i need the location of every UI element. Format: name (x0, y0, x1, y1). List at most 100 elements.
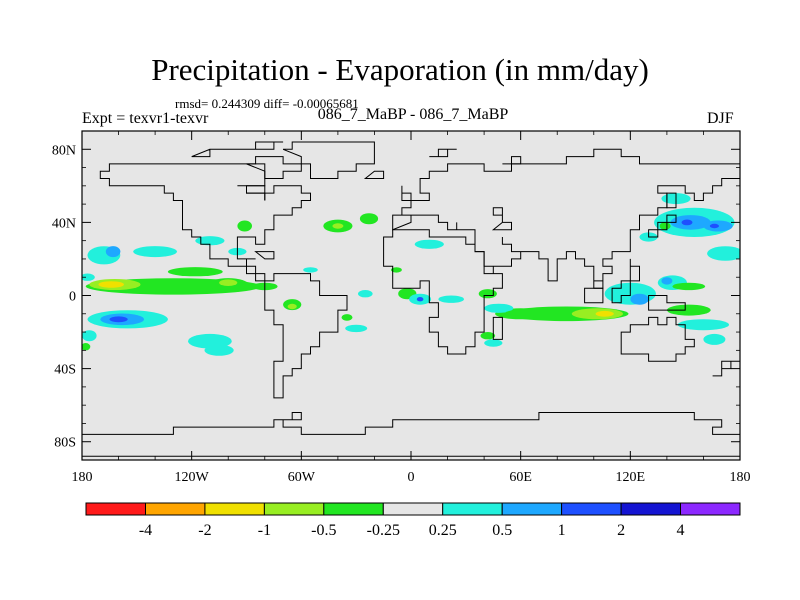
coast-novaya-zemlya (502, 156, 522, 165)
field-n-pacific-mid (133, 246, 178, 258)
coast-new-guinea (648, 295, 686, 311)
lon-tick-label: 60W (288, 470, 316, 485)
lat-tick-label: 80N (52, 143, 76, 158)
lat-tick-label: 40N (52, 216, 76, 231)
coast-svalbard (429, 148, 457, 158)
field-n-pacific-east (195, 236, 225, 246)
field-n-pacific-green (167, 267, 223, 277)
color-legend: -4 -2 -1 -0.5 -0.25 0.25 0.5 1 2 4 (85, 502, 741, 539)
lat-axis: 80N 40N 0 40S 80S (52, 143, 740, 451)
coast-cuba (254, 251, 275, 260)
legend-swatch (263, 502, 325, 516)
coast-eurasia (392, 148, 740, 289)
legend-level-label: -2 (198, 522, 211, 539)
lon-axis: 180 120W 60W 0 60E 120E 180 (72, 131, 751, 485)
field-w-pacific-tip (82, 273, 95, 281)
coast-baffin (246, 156, 302, 179)
field-japan-green (659, 222, 671, 230)
coast-arctic-islands (191, 141, 284, 158)
field-w-pacific-green2 (672, 282, 706, 291)
field-s-atlantic-cyan (345, 324, 368, 333)
field-s-pacific-green (82, 343, 91, 351)
field-w-pacific-blue (661, 277, 673, 285)
field-europe-cyan (414, 239, 444, 249)
coast-borneo (611, 280, 631, 304)
season-label: DJF (707, 110, 734, 127)
field-africa-blue (416, 297, 424, 302)
experiment-label: Expt = texvr1-texvr (82, 110, 209, 127)
legend-level-label: 0.5 (492, 522, 512, 539)
coast-new-zealand (712, 360, 740, 377)
legend-swatch (680, 502, 741, 516)
legend-level-label: -1 (258, 522, 271, 539)
legend-swatch (561, 502, 622, 516)
lon-tick-label: 60E (509, 470, 532, 485)
precip-field (82, 193, 740, 356)
legend-swatch (620, 502, 682, 516)
field-atl-green2 (359, 213, 379, 225)
field-sh-pacific-dark (109, 316, 128, 323)
field-africa-green (390, 267, 402, 273)
field-spcz-cyan (677, 319, 730, 331)
field-indian-cyan (484, 303, 514, 313)
field-sh-pacific-east2 (204, 344, 234, 356)
field-indian-yellow (595, 310, 614, 317)
field-africa-cyan2 (438, 295, 465, 303)
coast-iceland (363, 170, 385, 179)
field-namerica-green (237, 220, 252, 232)
field-nw-pacific-dark2 (709, 223, 720, 229)
coast-caspian (491, 207, 512, 231)
coast-philippines (629, 258, 640, 282)
legend-swatch (442, 502, 503, 516)
coast-australia (620, 316, 695, 362)
legend-level-label: -0.5 (311, 522, 336, 539)
field-s-indian-green (480, 332, 496, 340)
lat-tick-label: 0 (69, 290, 76, 305)
coast-antarctica (82, 412, 740, 457)
coast-madagascar (492, 316, 503, 340)
legend-level-label: 1 (558, 522, 566, 539)
legend-level-label: 0.25 (429, 522, 457, 539)
coast-uk (401, 185, 412, 201)
lat-tick-label: 40S (54, 363, 76, 378)
stats-line: rmsd= 0.244309 diff= -0.00065681 (175, 96, 359, 111)
field-n-atlantic-cyan (303, 267, 318, 273)
legend-swatch (204, 502, 265, 516)
field-seasia-blue (630, 293, 649, 305)
legend-swatch (323, 502, 384, 516)
chart-title: Precipitation - Evaporation (in mm/day) (151, 52, 649, 87)
coast-hudson-bay (237, 185, 266, 201)
lon-tick-label: 180 (72, 470, 93, 485)
field-e-pacific-nh-cyan (707, 246, 740, 261)
lon-tick-label: 120W (175, 470, 210, 485)
run-comparison: 086_7_MaBP - 086_7_MaBP (317, 106, 509, 123)
coast-sumatra (584, 287, 604, 304)
field-itcz-east-lime (219, 279, 238, 287)
field-spcz-cyan2 (703, 333, 726, 345)
legend-level-label: -4 (139, 522, 152, 539)
lon-tick-label: 120E (616, 470, 646, 485)
field-itcz-yellow (98, 281, 124, 288)
legend-swatch (85, 502, 146, 516)
legend-level-label: 4 (677, 522, 685, 539)
field-guinea-cyan (358, 290, 373, 298)
field-atl-lime (332, 223, 344, 229)
coast-north-america (99, 163, 311, 282)
field-nw-pacific-dark (681, 219, 693, 226)
coast-sakhalin (666, 192, 677, 209)
field-africa-green3 (478, 289, 497, 299)
field-sh-pacific-tip (82, 330, 97, 342)
field-s-atlantic-green (341, 314, 353, 321)
field-n-pacific-blue (105, 246, 121, 258)
legend-swatch (145, 502, 206, 516)
legend-level-label: -0.25 (367, 522, 400, 539)
coast-arabia-gulf (501, 237, 512, 252)
coast-greenland (282, 141, 375, 179)
legend-swatch (501, 502, 563, 516)
lon-tick-label: 180 (730, 470, 751, 485)
field-samerica-lime (287, 303, 297, 310)
lon-tick-label: 0 (408, 470, 415, 485)
coast-japan (648, 214, 677, 238)
legend-swatch (382, 502, 444, 516)
